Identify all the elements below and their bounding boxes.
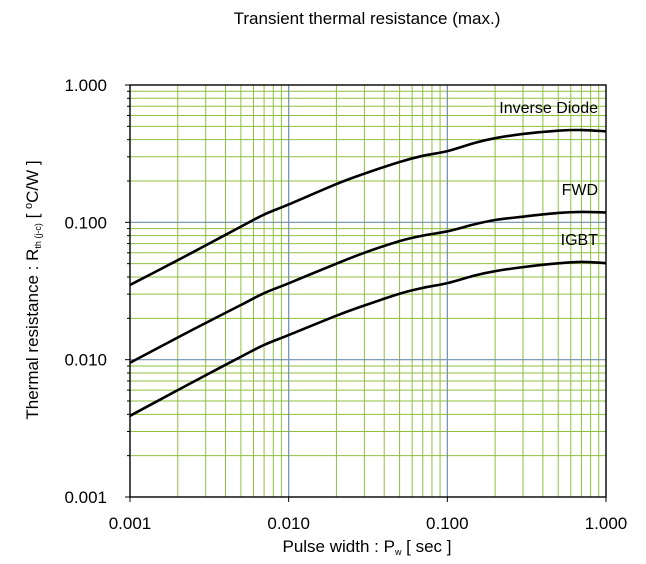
y-tick-labels: 0.001 0.010 0.100 1.000 xyxy=(64,76,107,507)
y-axis-label-sub: th (j-c) xyxy=(33,223,43,249)
x-axis-label: Pulse width : Pw [ sec ] xyxy=(282,537,451,557)
series-label-igbt: IGBT xyxy=(561,232,599,249)
series-line-fwd xyxy=(129,210,607,364)
y-tick-label: 1.000 xyxy=(64,76,107,95)
y-axis-label-sup: o xyxy=(23,203,35,209)
y-axis-label-prefix: Thermal resistance : R xyxy=(23,249,42,420)
y-tick-label: 0.001 xyxy=(64,488,107,507)
x-axis-label-sub: w xyxy=(394,547,402,557)
minor-grid xyxy=(130,85,606,497)
series-line-igbt xyxy=(129,260,607,417)
series-label-inverse-diode: Inverse Diode xyxy=(499,100,598,117)
axis-tick-marks xyxy=(125,84,607,502)
series-line-inverse-diode xyxy=(129,128,607,287)
plot-frame xyxy=(129,84,607,498)
major-grid xyxy=(130,85,606,497)
y-axis-label-mid: [ xyxy=(23,209,42,223)
x-tick-label: 0.010 xyxy=(267,514,310,533)
y-tick-label: 0.010 xyxy=(64,351,107,370)
x-tick-labels: 0.001 0.010 0.100 1.000 xyxy=(109,514,628,533)
y-axis-label-suffix: C/W ] xyxy=(23,160,42,203)
x-tick-label: 0.100 xyxy=(426,514,469,533)
series-label-fwd: FWD xyxy=(562,182,598,199)
chart-title: Transient thermal resistance (max.) xyxy=(234,9,501,28)
series-lines xyxy=(129,128,607,417)
x-tick-label: 0.001 xyxy=(109,514,152,533)
x-axis-label-prefix: Pulse width : P xyxy=(282,537,394,556)
series-labels: Inverse Diode FWD IGBT xyxy=(499,100,598,249)
x-tick-label: 1.000 xyxy=(585,514,628,533)
y-tick-label: 0.100 xyxy=(64,213,107,232)
x-axis-label-suffix: [ sec ] xyxy=(401,537,451,556)
y-axis-label: Thermal resistance : Rth (j-c) [ oC/W ] xyxy=(23,160,43,419)
